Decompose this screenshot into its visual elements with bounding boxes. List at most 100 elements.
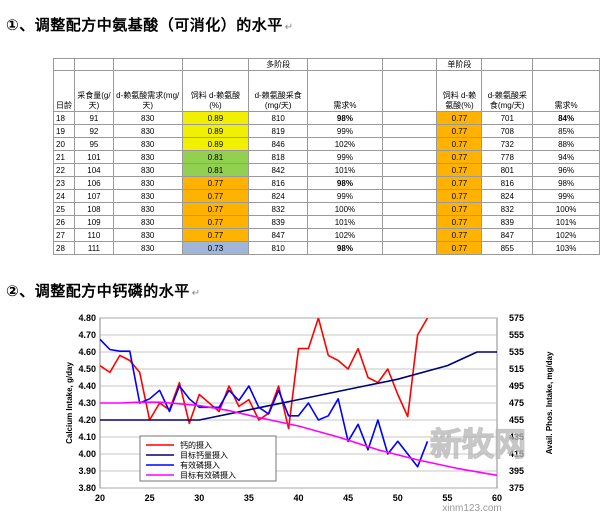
cell-m-req: 101%	[307, 163, 383, 177]
col-header-m-int: d-赖氨酸采食(mg/天)	[248, 70, 309, 112]
cell-m-req: 99%	[307, 189, 383, 203]
col-header-m-req: 需求%	[307, 70, 383, 112]
cell-m-pct: 0.77	[181, 215, 250, 229]
cell-s-pct: 0.77	[436, 176, 483, 190]
y-left-axis-title: Calcium Intake, g/day	[65, 362, 74, 444]
y-right-axis-title: Avail. Phos. Intake, mg/day	[545, 351, 554, 454]
cell-spacer	[381, 150, 438, 164]
legend-label: 目标钙量摄入	[180, 450, 228, 460]
cell-intake: 107	[74, 189, 114, 203]
x-tick-label: 25	[145, 493, 155, 503]
cell-s-req: 102%	[532, 228, 600, 242]
cell-intake: 95	[74, 137, 114, 151]
cell-m-pct: 0.77	[181, 228, 250, 242]
cell-s-pct: 0.77	[436, 189, 483, 203]
cell-s-req: 84%	[532, 111, 600, 125]
y-left-tick-label: 3.90	[78, 466, 96, 476]
cell-m-int: 824	[248, 189, 309, 203]
cell-day: 25	[53, 202, 75, 216]
legend-label: 目标有效磷摄入	[180, 470, 236, 480]
cell-day: 22	[53, 163, 75, 177]
cell-m-int: 819	[248, 124, 309, 138]
legend-label: 有效磷摄入	[180, 460, 220, 470]
cell-s-pct: 0.77	[436, 150, 483, 164]
y-right-tick-label: 495	[509, 381, 524, 391]
col-header-s-pct: 饲料 d-赖氨酸(%)	[436, 70, 483, 112]
cell-spacer	[381, 163, 438, 177]
cell-spacer	[381, 111, 438, 125]
cell-req: 830	[112, 189, 183, 203]
cell-m-req: 100%	[307, 202, 383, 216]
table-row: 21 101 830 0.81 818 99% 0.77 778 94%	[53, 150, 600, 164]
calcium-phosphorus-chart: 3.80 375 3.90 395 4.00 415 4.10 435 4.20 455 4.30 4…	[65, 313, 554, 514]
cell-intake: 92	[74, 124, 114, 138]
cell-req: 830	[112, 137, 183, 151]
cell-s-int: 801	[481, 163, 534, 177]
section-heading-calcium-phosphorus: ②、调整配方中钙磷的水平 ↵	[6, 280, 201, 301]
x-tick-label: 30	[194, 493, 204, 503]
cell-m-int: 832	[248, 202, 309, 216]
cell-m-int: 818	[248, 150, 309, 164]
cell-s-req: 101%	[532, 215, 600, 229]
col-header-intake: 采食量(g/天)	[74, 70, 114, 112]
cell-s-req: 94%	[532, 150, 600, 164]
cell-spacer	[381, 124, 438, 138]
cell-m-int: 847	[248, 228, 309, 242]
y-right-tick-label: 415	[509, 449, 524, 459]
cell-req: 830	[112, 163, 183, 177]
cell-day: 23	[53, 176, 75, 190]
y-left-tick-label: 4.80	[78, 313, 96, 323]
cell-m-req: 98%	[307, 111, 383, 125]
cell-m-int: 842	[248, 163, 309, 177]
x-tick-label: 20	[95, 493, 105, 503]
cell-s-pct: 0.77	[436, 111, 483, 125]
cell-m-int: 810	[248, 241, 309, 255]
cell-s-pct: 0.77	[436, 124, 483, 138]
cell-req: 830	[112, 202, 183, 216]
cell-spacer	[381, 176, 438, 190]
y-left-tick-label: 4.70	[78, 330, 96, 340]
cell-intake: 109	[74, 215, 114, 229]
cell-s-pct: 0.77	[436, 228, 483, 242]
watermark-logo: 新牧网	[430, 425, 526, 463]
cell-m-pct: 0.77	[181, 176, 250, 190]
cell-intake: 110	[74, 228, 114, 242]
cell-s-req: 98%	[532, 176, 600, 190]
table-row: 28 111 830 0.73 810 98% 0.77 855 103%	[53, 241, 600, 255]
cell-s-pct: 0.77	[436, 215, 483, 229]
lysine-table-body: 多阶段 单阶段 日龄 采食量(g/天) d-赖氨酸需求(mg/天) 饲料 d-赖…	[53, 58, 600, 255]
x-tick-label: 45	[343, 493, 353, 503]
group-single-stage: 单阶段	[436, 58, 483, 71]
series-line-0	[100, 318, 429, 430]
y-left-tick-label: 3.80	[78, 483, 96, 493]
cell-intake: 106	[74, 176, 114, 190]
cell-day: 19	[53, 124, 75, 138]
y-right-tick-label: 555	[509, 330, 524, 340]
y-right-tick-label: 535	[509, 347, 524, 357]
y-left-tick-label: 4.40	[78, 381, 96, 391]
col-header-day: 日龄	[53, 70, 75, 112]
col-header-req: d-赖氨酸需求(mg/天)	[112, 70, 183, 112]
cell-s-int: 701	[481, 111, 534, 125]
cell-s-int: 778	[481, 150, 534, 164]
table-row: 26 109 830 0.77 839 101% 0.77 839 101%	[53, 215, 600, 229]
table-row: 25 108 830 0.77 832 100% 0.77 832 100%	[53, 202, 600, 216]
cell-s-req: 100%	[532, 202, 600, 216]
cell-s-int: 839	[481, 215, 534, 229]
cell-m-int: 846	[248, 137, 309, 151]
cell-spacer	[381, 189, 438, 203]
cell-m-int: 810	[248, 111, 309, 125]
y-left-tick-label: 4.30	[78, 398, 96, 408]
x-tick-label: 35	[244, 493, 254, 503]
table-row: 27 110 830 0.77 847 102% 0.77 847 102%	[53, 228, 600, 242]
cell-s-int: 847	[481, 228, 534, 242]
cell-m-pct: 0.81	[181, 163, 250, 177]
cell-s-req: 103%	[532, 241, 600, 255]
cell-s-int: 824	[481, 189, 534, 203]
table-row: 22 104 830 0.81 842 101% 0.77 801 96%	[53, 163, 600, 177]
cell-m-req: 102%	[307, 137, 383, 151]
section-heading-amino-acids: ①、调整配方中氨基酸（可消化）的水平 ↵	[6, 14, 294, 35]
cell-s-int: 855	[481, 241, 534, 255]
legend-box	[139, 435, 277, 482]
cell-req: 830	[112, 150, 183, 164]
